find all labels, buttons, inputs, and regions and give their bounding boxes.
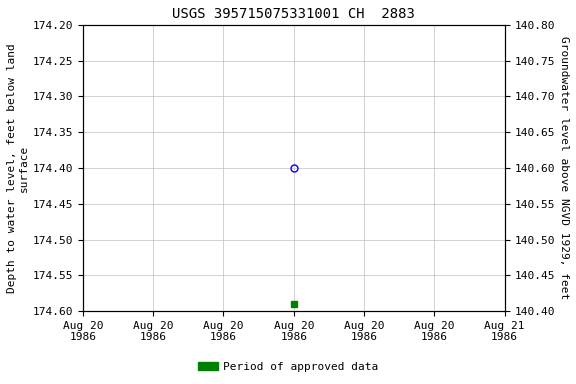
Y-axis label: Groundwater level above NGVD 1929, feet: Groundwater level above NGVD 1929, feet: [559, 36, 569, 300]
Y-axis label: Depth to water level, feet below land
surface: Depth to water level, feet below land su…: [7, 43, 29, 293]
Title: USGS 395715075331001 CH  2883: USGS 395715075331001 CH 2883: [172, 7, 415, 21]
Legend: Period of approved data: Period of approved data: [193, 358, 383, 377]
